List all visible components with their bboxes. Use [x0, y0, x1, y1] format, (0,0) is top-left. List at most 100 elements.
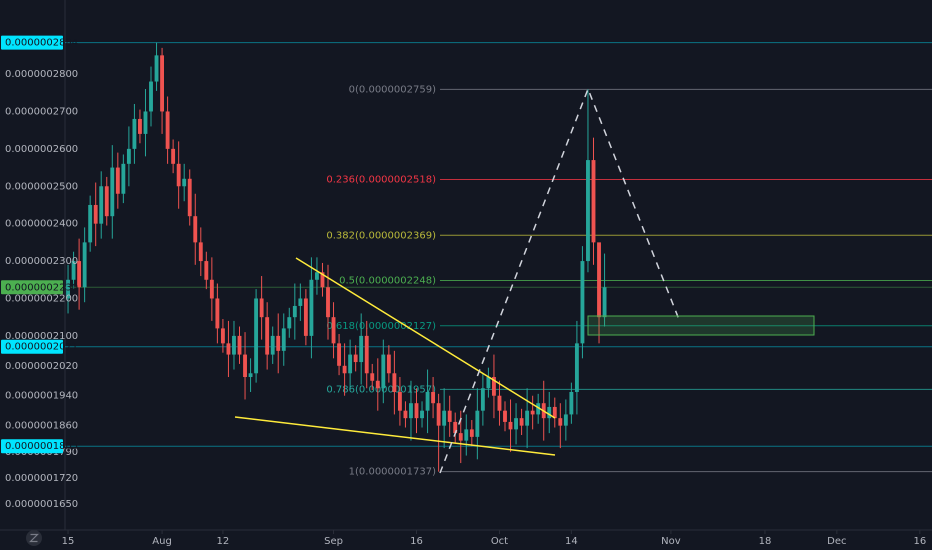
fib-label: 0.236(0.0000002518) — [326, 175, 436, 186]
fib-retracement: 0(0.0000002759) 0.236(0.0000002518) 0.382(… — [326, 84, 932, 478]
y-tick-label: 0.0000002400 — [5, 219, 78, 230]
fib-label: 0.618(0.0000002127) — [326, 321, 436, 332]
candle-body — [292, 305, 297, 318]
y-tick-label: 0.0000002020 — [5, 361, 78, 372]
candle-body — [558, 418, 563, 426]
candles — [66, 42, 607, 472]
candle-body — [88, 204, 93, 243]
candle-body — [503, 410, 507, 422]
fib-label: 0.786(0.0000001957) — [326, 384, 436, 395]
candle-body — [110, 167, 115, 217]
y-tick-label: 0.0000002300 — [5, 256, 78, 267]
x-tick-label: Dec — [827, 536, 846, 547]
candle-body — [597, 242, 601, 318]
candle-body — [104, 186, 109, 217]
candle-body — [480, 388, 485, 411]
price-label-box — [1, 339, 63, 354]
candle-body — [508, 421, 513, 430]
candle-body — [320, 272, 325, 288]
candle-body — [464, 429, 469, 441]
candle-body — [392, 373, 397, 392]
price-label: 0.0000002884 — [5, 38, 78, 49]
candle-body — [386, 354, 391, 374]
candle-body — [243, 354, 247, 378]
candle-body — [514, 418, 518, 430]
candle-body — [552, 406, 557, 419]
y-tick-label: 0.0000002600 — [5, 144, 78, 155]
candle-body — [204, 261, 209, 280]
x-tick-label: Sep — [324, 536, 343, 547]
axes: 0.0000002800 0.0000002700 0.0000002600 0.00… — [1, 35, 926, 547]
candle-body — [237, 335, 242, 355]
projection-path — [439, 86, 681, 474]
candle-body — [298, 298, 303, 306]
candle-body — [519, 418, 524, 426]
x-tick-label: 16 — [913, 536, 926, 547]
candle-body — [215, 298, 220, 329]
candle-body — [547, 406, 552, 419]
candle-body — [171, 148, 176, 164]
x-tick-label: 16 — [410, 536, 423, 547]
price-label: 0.0000002230 — [5, 282, 78, 293]
y-tick-label: 0.0000002700 — [5, 106, 78, 117]
candle-body — [348, 354, 353, 374]
candle-body — [326, 287, 330, 318]
x-tick-label: 12 — [217, 536, 230, 547]
candle-body — [287, 317, 292, 329]
candle-body — [447, 410, 452, 422]
candle-body — [591, 160, 596, 243]
price-label: 0.0000001805 — [5, 441, 78, 452]
candle-body — [126, 148, 131, 164]
candle-body — [458, 433, 463, 441]
y-tick-label: 0.0000001650 — [5, 499, 78, 510]
fib-label: 0.5(0.0000002248) — [339, 276, 436, 287]
x-tick-label: Oct — [491, 536, 508, 547]
candle-body — [453, 421, 458, 434]
fib-label: 0(0.0000002759) — [349, 84, 436, 95]
candle-body — [209, 279, 214, 299]
candle-body — [442, 410, 447, 426]
candle-body — [115, 167, 120, 194]
y-tick-label: 0.0000002200 — [5, 293, 78, 304]
candle-body — [492, 377, 496, 396]
fib-label: 1(0.0000001737) — [349, 467, 436, 478]
candle-body — [497, 395, 502, 411]
candle-body — [265, 317, 270, 355]
price-label: 0.0000002071 — [5, 342, 78, 353]
candle-body — [154, 55, 159, 82]
y-tick-label: 0.0000001940 — [5, 391, 78, 402]
candle-body — [342, 365, 347, 374]
candle-body — [309, 279, 314, 336]
candle-body — [409, 403, 413, 419]
candle-body — [331, 317, 336, 344]
candle-body — [536, 403, 541, 415]
candle-body — [586, 160, 590, 262]
y-tick-label: 0.0000002100 — [5, 331, 78, 342]
candle-body — [132, 118, 137, 149]
candle-body — [281, 328, 286, 351]
candle-body — [176, 163, 181, 187]
target-zone — [587, 315, 815, 336]
candle-body — [431, 391, 436, 404]
candle-body — [270, 335, 275, 355]
candle-body — [66, 279, 70, 299]
y-tick-label: 0.0000002500 — [5, 181, 78, 192]
x-tick-label: 15 — [62, 536, 75, 547]
trend-line — [234, 416, 556, 456]
candle-body — [403, 410, 408, 419]
candle-body — [425, 391, 430, 411]
candle-body — [375, 380, 380, 389]
logo-mark — [29, 533, 39, 543]
candle-body — [574, 343, 579, 392]
candle-body — [370, 373, 375, 381]
candle-body — [381, 354, 386, 389]
candle-body — [414, 403, 419, 419]
candle-body — [149, 81, 153, 112]
y-tick-label: 0.0000002800 — [5, 69, 78, 80]
candle-body — [530, 410, 535, 415]
candle-body — [77, 261, 82, 288]
candle-body — [248, 373, 253, 378]
